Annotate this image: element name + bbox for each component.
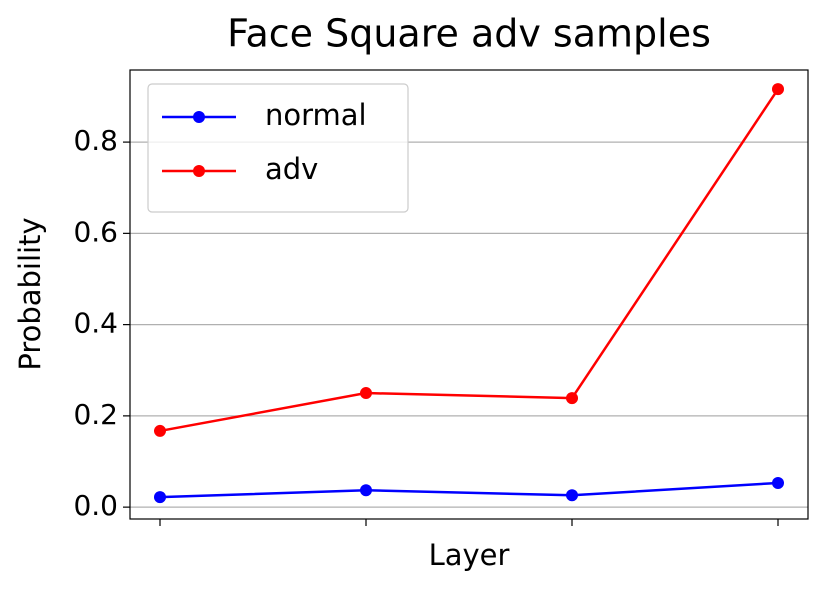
- point: [772, 83, 784, 96]
- point: [360, 484, 372, 497]
- legend-label: normal: [265, 98, 367, 132]
- x-axis-label: Layer: [429, 538, 510, 572]
- point: [772, 476, 784, 489]
- point: [566, 392, 578, 405]
- legend-marker: [193, 165, 205, 177]
- y-tick-label: 0.6: [73, 215, 118, 248]
- series-line: [159, 481, 779, 499]
- y-tick-label: 0.4: [73, 307, 118, 340]
- legend-marker: [193, 111, 205, 123]
- y-tick-label: 0.2: [73, 398, 118, 431]
- point: [566, 489, 578, 502]
- plot-frame: [129, 69, 809, 520]
- series-line: [159, 88, 780, 433]
- chart-title: Face Square adv samples: [227, 12, 711, 56]
- y-tick-label: 0.0: [73, 489, 118, 522]
- point: [360, 387, 372, 400]
- legend-label: adv: [265, 152, 318, 186]
- point: [154, 424, 166, 437]
- point: [154, 491, 166, 504]
- y-axis-label: Probability: [13, 217, 47, 370]
- y-tick-label: 0.8: [73, 124, 118, 157]
